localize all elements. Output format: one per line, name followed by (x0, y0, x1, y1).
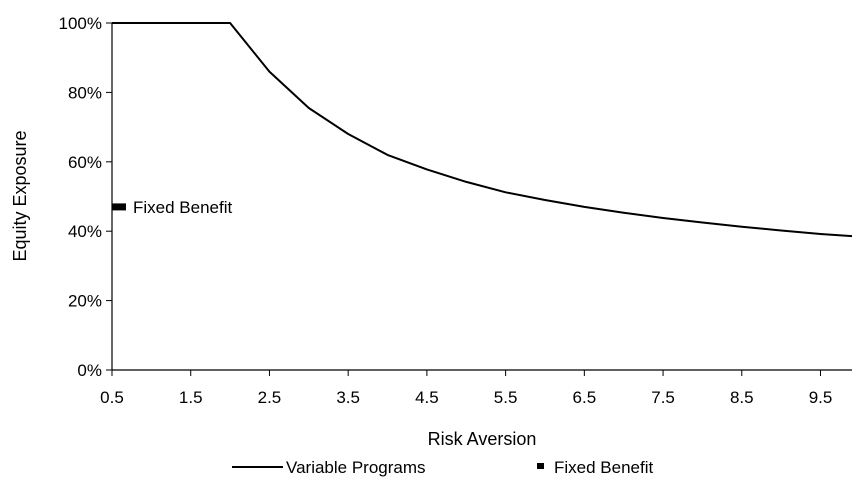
fixed-benefit-marker (112, 203, 126, 211)
x-tick-label: 4.5 (415, 388, 439, 407)
x-tick-label: 9.5 (809, 388, 833, 407)
x-tick-label: 0.5 (100, 388, 124, 407)
fixed-benefit-annotation: Fixed Benefit (133, 198, 232, 217)
y-tick-label: 100% (59, 14, 102, 33)
x-axis-title: Risk Aversion (428, 429, 537, 449)
x-tick-label: 7.5 (651, 388, 675, 407)
y-tick-label: 40% (68, 222, 102, 241)
x-tick-label: 3.5 (336, 388, 360, 407)
x-tick-label: 5.5 (494, 388, 518, 407)
y-axis-title: Equity Exposure (10, 130, 30, 261)
x-tick-label: 2.5 (258, 388, 282, 407)
legend-label-fixed-benefit: Fixed Benefit (554, 458, 653, 477)
axes: 0% 20% 40% 60% 80% 100% 0.5 1.5 2.5 3.5 4.5 5.5 6.5 7… (59, 14, 852, 407)
y-tick-label: 20% (68, 292, 102, 311)
legend: Variable Programs Fixed Benefit (232, 458, 653, 477)
y-tick-label: 80% (68, 83, 102, 102)
legend-swatch-fixed-benefit (537, 463, 544, 469)
y-tick-label: 0% (77, 361, 102, 380)
x-tick-label: 1.5 (179, 388, 203, 407)
series-layer (112, 22, 852, 238)
y-tick-label: 60% (68, 153, 102, 172)
x-tick-label: 8.5 (730, 388, 754, 407)
series-line-variable-programs (112, 22, 852, 238)
legend-label-variable-programs: Variable Programs (286, 458, 426, 477)
x-tick-label: 6.5 (573, 388, 597, 407)
annotations: Fixed Benefit (133, 198, 232, 217)
